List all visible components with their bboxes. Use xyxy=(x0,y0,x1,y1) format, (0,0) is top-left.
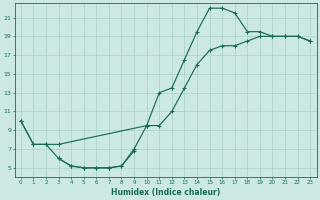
X-axis label: Humidex (Indice chaleur): Humidex (Indice chaleur) xyxy=(111,188,220,197)
